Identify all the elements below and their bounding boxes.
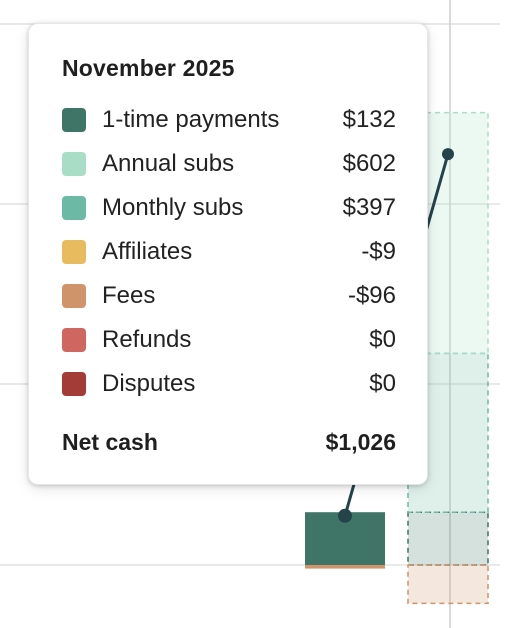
series-label: Annual subs — [102, 150, 235, 177]
tooltip-title: November 2025 — [62, 55, 235, 81]
series-value: $132 — [342, 106, 396, 133]
series-label: Disputes — [102, 370, 196, 397]
swatch-annual-subs — [62, 152, 86, 176]
series-label: Affiliates — [102, 238, 193, 265]
series-value: $0 — [369, 370, 396, 397]
legend-row-monthly-subs: Monthly subs $397 — [62, 193, 396, 223]
series-label: Fees — [102, 282, 156, 309]
legend-row-annual-subs: Annual subs $602 — [62, 149, 396, 179]
net-cash-row: Net cash $1,026 — [62, 427, 396, 457]
legend-row-refunds: Refunds $0 — [62, 325, 396, 355]
legend-row-one-time-payments: 1-time payments $132 — [62, 105, 396, 135]
bar-1-time-payments — [407, 511, 489, 566]
legend-row-fees: Fees -$96 — [62, 281, 396, 311]
series-label: 1-time payments — [102, 106, 280, 133]
bar-fees — [407, 564, 489, 605]
swatch-fees — [62, 284, 86, 308]
net-cash-label: Net cash — [62, 429, 158, 455]
swatch-monthly-subs — [62, 196, 86, 220]
series-label: Monthly subs — [102, 194, 244, 221]
net-cash-point — [338, 508, 352, 523]
series-value: $602 — [342, 150, 396, 177]
swatch-refunds — [62, 328, 86, 352]
series-value: $397 — [342, 194, 396, 221]
bar-prior-fees — [305, 565, 385, 569]
series-value: -$96 — [347, 282, 396, 309]
swatch-one-time-payments — [62, 108, 86, 132]
swatch-affiliates — [62, 240, 86, 264]
net-cash-value: $1,026 — [325, 429, 396, 455]
series-value: $0 — [369, 326, 396, 353]
legend-row-disputes: Disputes $0 — [62, 369, 396, 399]
net-cash-point — [442, 148, 454, 161]
chart-tooltip: November 2025 1-time payments $132 Annua… — [28, 23, 428, 485]
legend-row-affiliates: Affiliates -$9 — [62, 237, 396, 267]
series-label: Refunds — [102, 326, 192, 353]
swatch-disputes — [62, 372, 86, 396]
series-value: -$9 — [361, 238, 396, 265]
